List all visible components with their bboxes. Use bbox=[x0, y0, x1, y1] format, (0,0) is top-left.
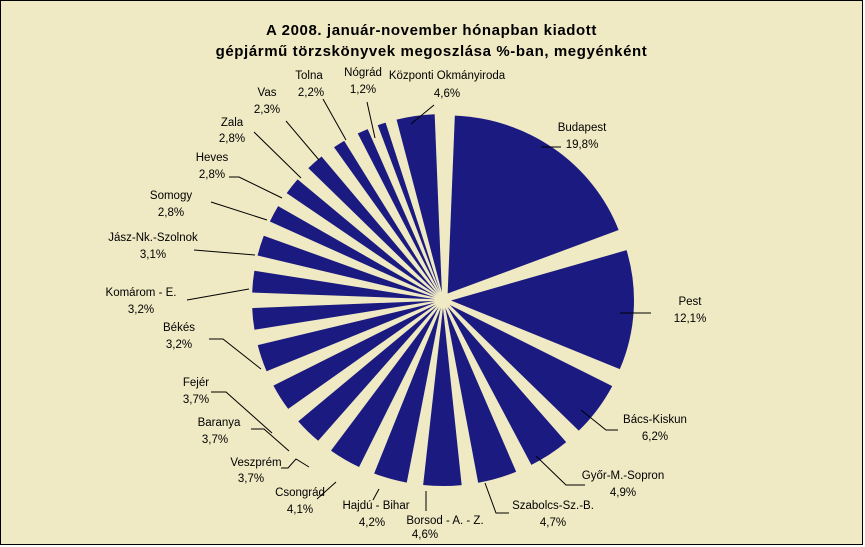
leader-line-14 bbox=[210, 201, 268, 221]
slice-value-label-1: 12,1% bbox=[674, 313, 707, 325]
slice-name-label-0: Budapest bbox=[558, 122, 607, 134]
slice-name-label-13: Jász-Nk.-Szolnok bbox=[108, 232, 198, 244]
slice-labels: Budapest 19,8% Pest 12,1% Bács-Kiskun 6,2% Győ… bbox=[106, 67, 707, 541]
slice-name-label-3: Győr-M.-Sopron bbox=[582, 470, 664, 482]
slice-value-label-19: 1,2% bbox=[350, 84, 376, 96]
leader-line-17 bbox=[285, 120, 320, 161]
slice-value-label-17: 2,3% bbox=[254, 104, 280, 116]
pie-slice-4 bbox=[445, 307, 517, 483]
pie-slice-20 bbox=[396, 114, 442, 293]
pie-slice-2 bbox=[449, 304, 613, 431]
slice-name-label-8: Veszprém bbox=[230, 457, 281, 469]
slice-value-label-10: 3,7% bbox=[183, 394, 209, 406]
leader-line-20 bbox=[410, 104, 435, 125]
leader-lines bbox=[186, 98, 651, 514]
slice-value-label-7: 4,1% bbox=[287, 504, 313, 516]
leader-line-9 bbox=[251, 428, 290, 452]
slice-name-label-5: Borsod - A. - Z. bbox=[406, 515, 483, 527]
slice-name-label-19: Nógrád bbox=[344, 67, 382, 79]
pie-slice-7 bbox=[330, 306, 439, 468]
pie-slice-6 bbox=[374, 307, 441, 483]
chart-title: A 2008. január-november hónapban kiadott bbox=[265, 22, 597, 39]
slice-name-label-17: Vas bbox=[258, 87, 277, 99]
slice-value-label-9: 3,7% bbox=[202, 434, 228, 446]
leader-line-3 bbox=[535, 455, 585, 486]
pie-slice-16 bbox=[308, 156, 438, 295]
slice-value-label-12: 3,2% bbox=[128, 304, 154, 316]
pie-slice-8 bbox=[298, 305, 438, 441]
leader-line-7 bbox=[316, 481, 337, 500]
slice-name-label-7: Csongrád bbox=[275, 487, 325, 499]
pie-slice-10 bbox=[257, 302, 436, 372]
slice-value-label-8: 3,7% bbox=[238, 473, 264, 485]
pie-slice-5 bbox=[423, 307, 462, 486]
slice-name-label-14: Somogy bbox=[150, 190, 192, 202]
slice-value-label-14: 2,8% bbox=[158, 207, 184, 219]
pie-slice-17 bbox=[334, 140, 439, 294]
slice-value-label-3: 4,9% bbox=[610, 487, 636, 499]
leader-line-10 bbox=[211, 391, 273, 434]
pie-slice-3 bbox=[447, 306, 567, 465]
pie-slice-19 bbox=[377, 122, 441, 293]
leader-line-11 bbox=[209, 338, 262, 370]
leader-line-13 bbox=[193, 249, 256, 256]
pie-slice-15 bbox=[286, 179, 437, 296]
pie-slice-0 bbox=[447, 115, 619, 294]
slice-value-label-16: 2,8% bbox=[219, 133, 245, 145]
pie-slices bbox=[252, 114, 634, 486]
slice-value-label-18: 2,2% bbox=[298, 87, 324, 99]
pie-slice-13 bbox=[257, 235, 436, 298]
leader-line-16 bbox=[253, 131, 302, 179]
slice-name-label-2: Bács-Kiskun bbox=[623, 414, 687, 426]
leader-line-19 bbox=[366, 101, 376, 139]
slice-value-label-11: 3,2% bbox=[166, 339, 192, 351]
pie-slice-9 bbox=[273, 304, 437, 409]
slice-name-label-16: Zala bbox=[221, 117, 244, 129]
pie-slice-14 bbox=[269, 206, 436, 297]
slice-name-label-10: Fejér bbox=[183, 377, 209, 389]
slice-name-label-18: Tolna bbox=[295, 70, 323, 82]
pie-slice-18 bbox=[357, 129, 440, 293]
slice-name-label-11: Békés bbox=[163, 322, 195, 334]
leader-line-12 bbox=[186, 288, 250, 301]
pie-slice-12 bbox=[252, 270, 436, 300]
slice-name-label-15: Heves bbox=[196, 152, 229, 164]
leader-line-8 bbox=[281, 458, 310, 469]
slice-name-label-12: Komárom - E. bbox=[106, 287, 177, 299]
chart-subtitle: gépjármű törzskönyvek megoszlása %-ban, … bbox=[215, 43, 648, 60]
leader-line-6 bbox=[372, 488, 380, 501]
slice-value-label-13: 3,1% bbox=[140, 249, 166, 261]
slice-value-label-4: 4,7% bbox=[540, 517, 566, 529]
leader-line-4 bbox=[484, 482, 509, 514]
pie-slice-11 bbox=[252, 300, 436, 330]
slice-value-label-0: 19,8% bbox=[566, 139, 599, 151]
slice-name-label-4: Szabolcs-Sz.-B. bbox=[512, 500, 594, 512]
slice-value-label-6: 4,2% bbox=[359, 517, 385, 529]
slice-name-label-9: Baranya bbox=[198, 417, 241, 429]
slice-value-label-20: 4,6% bbox=[434, 88, 460, 100]
leader-line-15 bbox=[229, 176, 283, 199]
slice-name-label-1: Pest bbox=[678, 296, 702, 308]
slice-name-label-6: Hajdú - Bihar bbox=[342, 500, 409, 512]
slice-value-label-5: 4,6% bbox=[412, 529, 438, 541]
slice-value-label-2: 6,2% bbox=[642, 431, 668, 443]
slice-value-label-15: 2,8% bbox=[199, 169, 225, 181]
pie-slice-1 bbox=[450, 250, 634, 370]
leader-line-18 bbox=[322, 98, 347, 141]
slice-name-label-20: Központi Okmányiroda bbox=[389, 70, 506, 82]
leader-line-2 bbox=[580, 409, 618, 431]
